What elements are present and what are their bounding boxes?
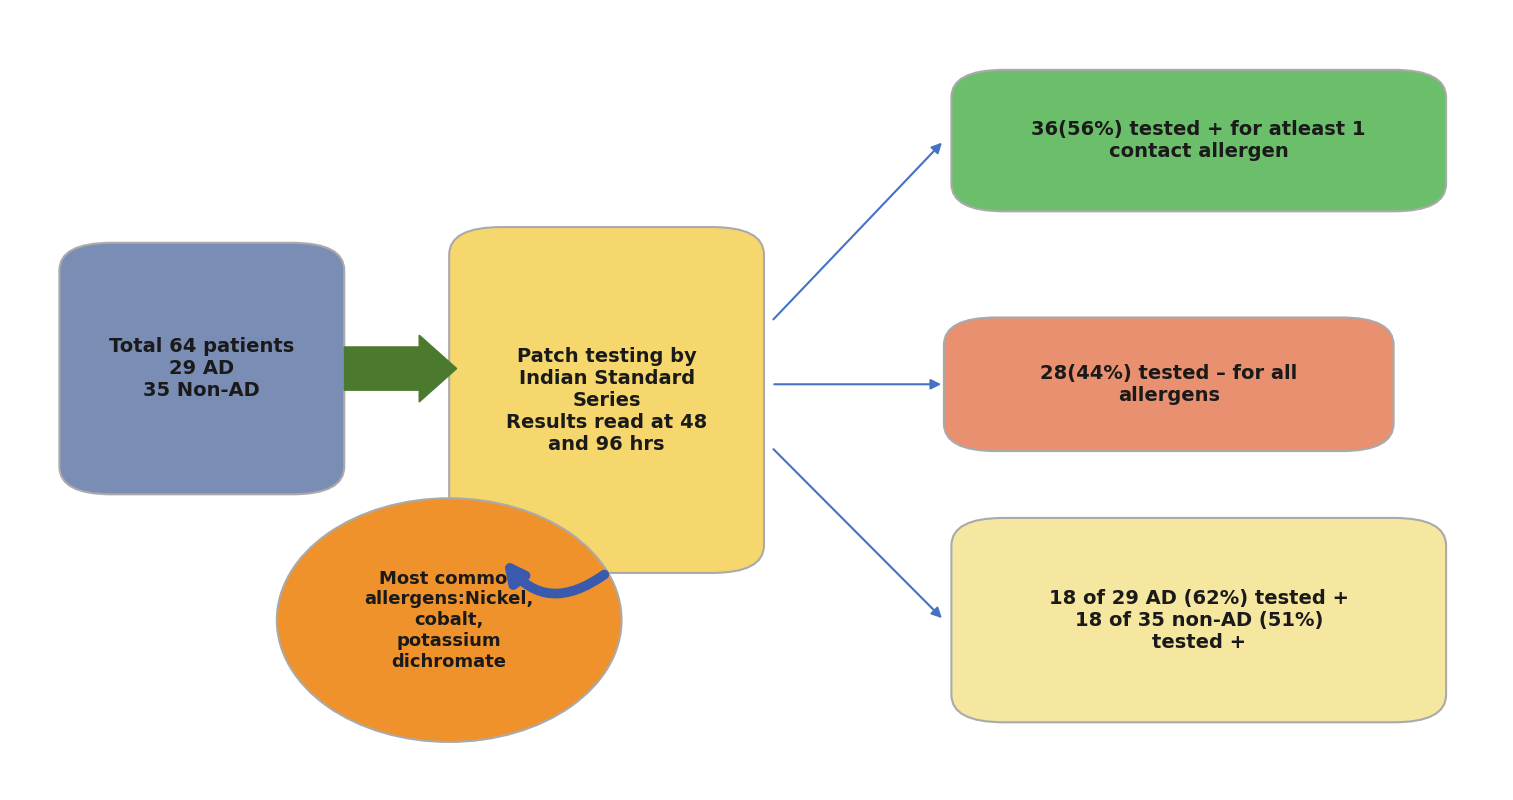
FancyBboxPatch shape xyxy=(944,318,1393,451)
Text: Patch testing by
Indian Standard
Series
Results read at 48
and 96 hrs: Patch testing by Indian Standard Series … xyxy=(505,346,707,454)
Text: 28(44%) tested – for all
allergens: 28(44%) tested – for all allergens xyxy=(1039,364,1297,405)
Text: Most common
allergens:Nickel,
cobalt,
potassium
dichromate: Most common allergens:Nickel, cobalt, po… xyxy=(365,570,534,670)
FancyBboxPatch shape xyxy=(952,70,1446,211)
Text: Total 64 patients
29 AD
35 Non-AD: Total 64 patients 29 AD 35 Non-AD xyxy=(109,337,295,400)
FancyBboxPatch shape xyxy=(952,518,1446,722)
Text: 18 of 29 AD (62%) tested +
18 of 35 non-AD (51%)
tested +: 18 of 29 AD (62%) tested + 18 of 35 non-… xyxy=(1049,589,1348,652)
FancyArrow shape xyxy=(345,335,457,402)
Ellipse shape xyxy=(277,498,622,742)
FancyBboxPatch shape xyxy=(449,227,764,573)
Text: 36(56%) tested + for atleast 1
contact allergen: 36(56%) tested + for atleast 1 contact a… xyxy=(1032,120,1366,161)
FancyBboxPatch shape xyxy=(59,242,345,494)
